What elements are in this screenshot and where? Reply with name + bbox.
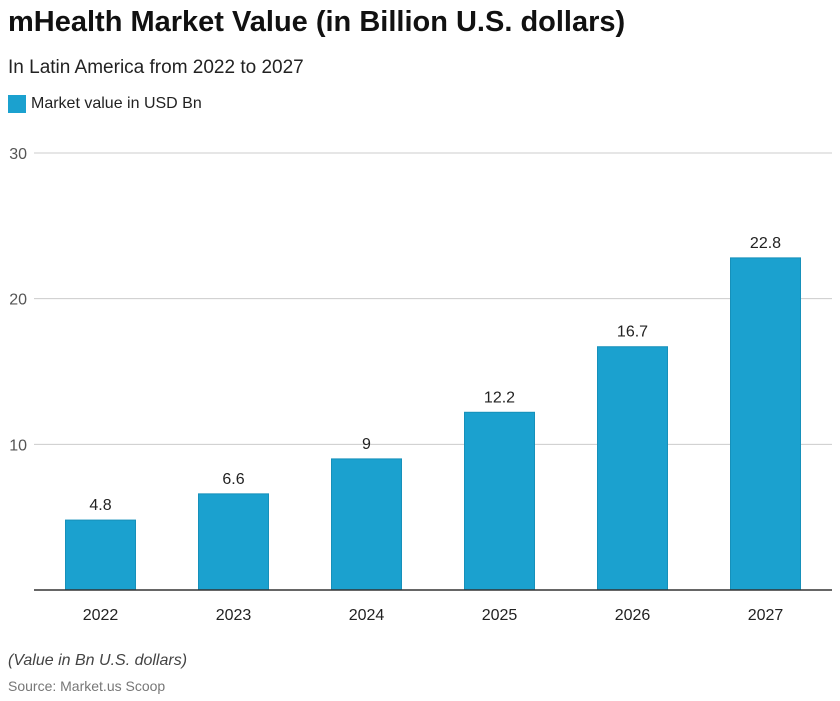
legend-swatch bbox=[8, 95, 26, 113]
data-label: 22.8 bbox=[750, 235, 781, 252]
chart-source: Source: Market.us Scoop bbox=[8, 678, 166, 694]
bar bbox=[464, 411, 535, 591]
y-tick-label: 20 bbox=[9, 292, 27, 309]
data-label: 12.2 bbox=[484, 389, 515, 406]
chart-subtitle: In Latin America from 2022 to 2027 bbox=[8, 57, 304, 78]
data-label: 4.8 bbox=[89, 497, 111, 514]
chart-title: mHealth Market Value (in Billion U.S. do… bbox=[8, 6, 626, 38]
bar bbox=[65, 519, 136, 591]
x-tick-label: 2023 bbox=[216, 607, 252, 624]
data-label: 6.6 bbox=[222, 471, 244, 488]
y-tick-label: 30 bbox=[9, 146, 27, 163]
x-tick-label: 2025 bbox=[482, 607, 518, 624]
y-tick-label: 10 bbox=[9, 437, 27, 454]
x-tick-label: 2022 bbox=[83, 607, 119, 624]
legend: Market value in USD Bn bbox=[8, 95, 202, 113]
bar bbox=[198, 493, 269, 591]
chart-note: (Value in Bn U.S. dollars) bbox=[8, 652, 188, 669]
data-label: 16.7 bbox=[617, 324, 648, 341]
bar bbox=[597, 346, 668, 591]
x-tick-label: 2026 bbox=[615, 607, 651, 624]
bar bbox=[331, 458, 402, 591]
data-label: 9 bbox=[362, 436, 371, 453]
legend-label: Market value in USD Bn bbox=[31, 95, 202, 112]
x-tick-label: 2024 bbox=[349, 607, 385, 624]
x-tick-label: 2027 bbox=[748, 607, 784, 624]
bar bbox=[730, 257, 801, 591]
